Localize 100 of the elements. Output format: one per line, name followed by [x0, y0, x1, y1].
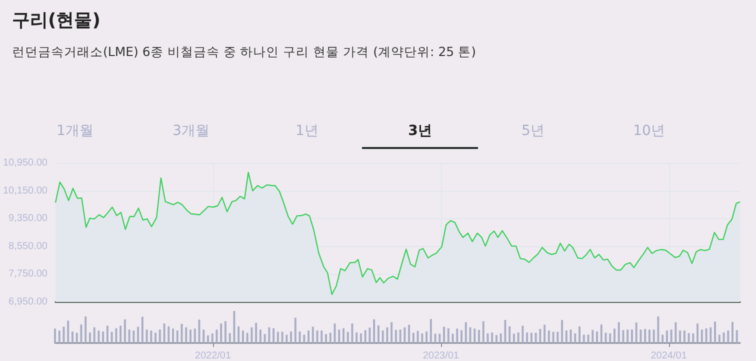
bar — [303, 334, 306, 343]
bar — [495, 335, 498, 343]
bar — [246, 332, 248, 343]
bar — [137, 326, 140, 343]
bar — [452, 334, 454, 343]
bar — [172, 328, 174, 343]
bar — [202, 330, 205, 343]
bar — [242, 330, 244, 343]
bar — [710, 327, 712, 343]
bar — [351, 323, 354, 343]
bar — [185, 327, 188, 343]
bar — [630, 330, 633, 343]
bar — [110, 332, 113, 343]
bar — [469, 327, 472, 343]
bar — [478, 330, 480, 343]
bar — [276, 332, 279, 343]
bar — [325, 334, 328, 343]
bar — [220, 323, 222, 343]
bar — [281, 332, 284, 343]
bar — [600, 324, 602, 343]
bar — [58, 330, 60, 343]
bar — [360, 333, 362, 343]
bar — [578, 326, 581, 343]
bar — [259, 330, 262, 343]
bar — [714, 322, 716, 343]
bar — [727, 330, 730, 343]
bar — [544, 324, 546, 343]
text: 1년 — [294, 122, 320, 141]
bar — [290, 331, 292, 343]
bar — [80, 324, 82, 343]
bar — [150, 330, 152, 343]
text: 10년 — [632, 122, 666, 141]
bar — [334, 323, 336, 343]
bar — [683, 330, 686, 343]
bar — [648, 330, 650, 343]
bar — [228, 333, 231, 343]
bar — [416, 330, 419, 343]
bar — [456, 328, 458, 343]
bar — [255, 322, 258, 343]
bar — [120, 326, 122, 343]
bar — [679, 330, 682, 343]
bar — [399, 330, 402, 343]
bar — [674, 322, 677, 343]
bar — [224, 321, 226, 343]
bar — [206, 335, 209, 343]
y-tick-label: 6,950.00 — [8, 296, 48, 308]
bar — [460, 330, 463, 343]
bar — [670, 330, 672, 343]
bar — [250, 327, 253, 343]
bar — [534, 332, 537, 343]
bar — [722, 332, 725, 343]
bar — [364, 330, 366, 343]
bar — [613, 328, 616, 343]
bar — [438, 334, 441, 343]
bar — [618, 322, 620, 343]
bar — [88, 332, 91, 343]
y-tick-label: 8,550.00 — [8, 240, 48, 252]
bar — [574, 333, 576, 343]
text: 3개월 — [172, 122, 210, 141]
bar — [154, 332, 157, 343]
bar — [216, 330, 218, 343]
bar — [390, 322, 393, 343]
bar — [556, 332, 559, 343]
bar — [329, 332, 332, 343]
bar — [491, 332, 494, 343]
bar — [308, 330, 310, 343]
bar — [84, 316, 87, 343]
bar — [548, 330, 550, 343]
bar — [286, 334, 288, 343]
bar — [98, 330, 100, 343]
bar — [377, 325, 380, 343]
chart-title: 구리(현물) — [12, 9, 100, 32]
bar — [692, 333, 694, 343]
bar — [640, 330, 642, 343]
bar — [635, 322, 638, 343]
bar — [382, 330, 384, 343]
y-tick-label: 9,350.00 — [8, 213, 48, 224]
bar — [272, 328, 275, 343]
bar — [657, 316, 660, 343]
bar — [190, 330, 192, 343]
bar — [194, 328, 196, 343]
bar — [474, 328, 476, 343]
bar — [421, 333, 424, 343]
bar — [700, 330, 703, 343]
bar — [736, 330, 738, 343]
y-tick-label: 7,750.00 — [8, 268, 48, 280]
bar — [587, 334, 590, 343]
bar — [238, 326, 240, 343]
bar — [500, 333, 502, 343]
bar — [394, 330, 397, 343]
bar — [626, 330, 629, 343]
bar — [696, 323, 699, 343]
bar — [412, 332, 414, 343]
bar — [705, 328, 708, 343]
bar — [666, 330, 668, 343]
bar — [320, 330, 323, 343]
bar — [652, 330, 655, 343]
bar — [264, 334, 266, 343]
bar — [176, 330, 178, 343]
bar — [582, 334, 585, 343]
